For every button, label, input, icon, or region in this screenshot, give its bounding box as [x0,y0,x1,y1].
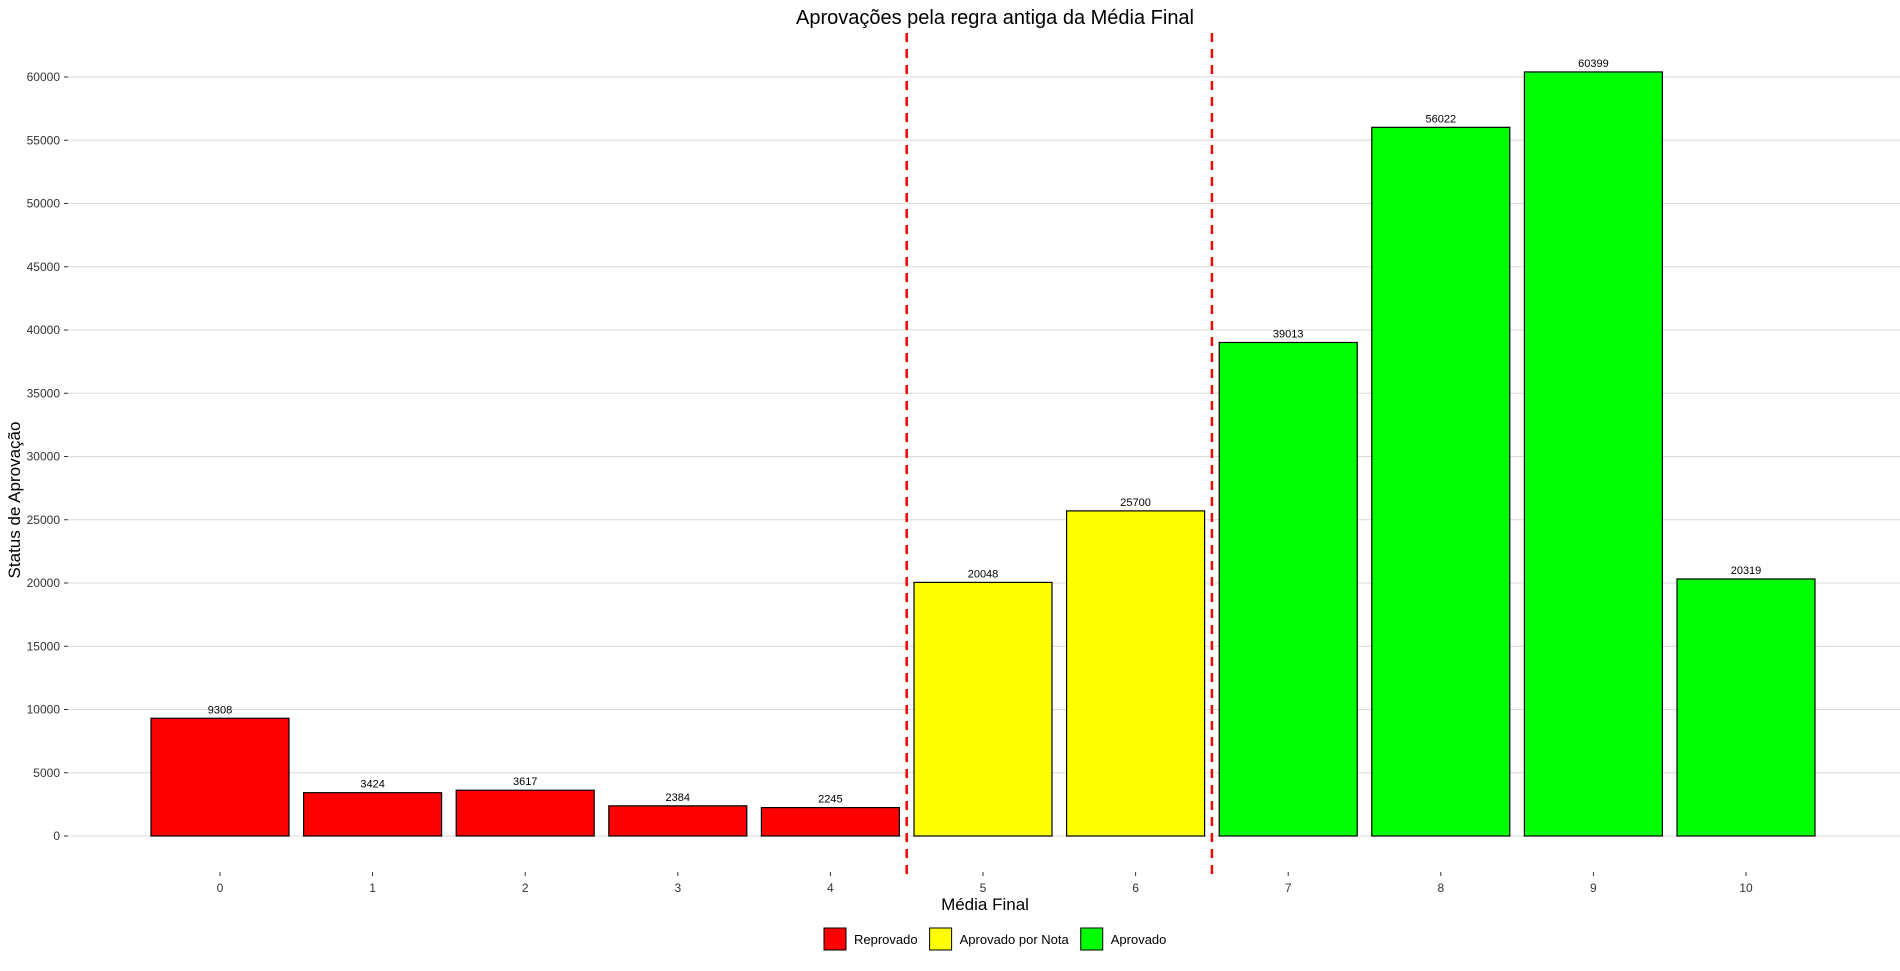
data-label-2: 3617 [513,776,537,788]
legend-swatch [1080,927,1104,951]
data-label-8: 56022 [1426,113,1457,125]
bar-10 [1676,578,1816,837]
y-tick-label: 60000 [27,70,61,84]
data-label-5: 20048 [968,568,999,580]
legend: Reprovado Aprovado por Nota Aprovado [823,927,1167,951]
legend-label: Aprovado [1111,932,1167,947]
y-tick-label: 45000 [27,260,61,274]
bar-6 [1065,510,1206,837]
x-tick-label-10: 10 [1739,881,1753,895]
data-label-3: 2384 [666,792,690,804]
x-tick-label-2: 2 [522,881,529,895]
y-tick-label: 35000 [27,386,61,400]
chart-title: Aprovações pela regra antiga da Média Fi… [796,7,1194,29]
bar-1 [303,792,443,837]
y-tick-label: 10000 [27,703,61,717]
legend-label: Reprovado [854,932,918,947]
x-tick-label-9: 9 [1590,881,1597,895]
x-tick-label-3: 3 [674,881,681,895]
data-label-6: 25700 [1120,497,1151,509]
y-tick-label: 0 [53,829,60,843]
bar-9 [1523,71,1664,837]
y-axis-title: Status de Aprovação [5,422,24,579]
y-tick-label: 50000 [27,197,61,211]
y-tick-label: 30000 [27,450,61,464]
y-tick-label: 25000 [27,513,61,527]
bars [150,71,1816,837]
data-label-7: 39013 [1273,328,1304,340]
bar-4 [760,807,901,837]
y-tick-label: 5000 [33,766,60,780]
bar-7 [1218,341,1358,837]
data-labels: 9308 3424 3617 2384 2245 20048 25700 39013 56022… [208,58,1762,806]
data-label-9: 60399 [1578,58,1609,70]
bar-2 [455,789,595,837]
x-axis-title: Média Final [941,895,1029,914]
x-tick-label-4: 4 [827,881,834,895]
data-label-10: 20319 [1731,565,1762,577]
y-tick-label: 15000 [27,639,61,653]
y-tick-label: 20000 [27,576,61,590]
data-label-1: 3424 [360,779,384,791]
legend-label: Aprovado por Nota [960,932,1070,947]
x-tick-label-5: 5 [980,881,987,895]
data-label-4: 2245 [818,794,842,806]
bar-5 [913,581,1053,837]
y-axis: 0 5000 10000 15000 20000 25000 30000 35000 40000… [27,70,68,843]
bar-3 [608,805,748,837]
bar-8 [1371,126,1511,837]
legend-swatch [823,927,847,951]
data-label-0: 9308 [208,704,232,716]
reference-lines [905,33,1214,876]
x-tick-label-1: 1 [369,881,376,895]
y-tick-label: 40000 [27,323,61,337]
x-tick-label-6: 6 [1132,881,1139,895]
x-axis: 0 1 2 3 4 5 6 7 8 9 10 [217,872,1753,895]
x-tick-label-8: 8 [1437,881,1444,895]
bar-0 [150,717,290,837]
x-tick-label-0: 0 [217,881,224,895]
x-tick-label-7: 7 [1285,881,1292,895]
legend-swatch [929,927,953,951]
y-tick-label: 55000 [27,133,61,147]
